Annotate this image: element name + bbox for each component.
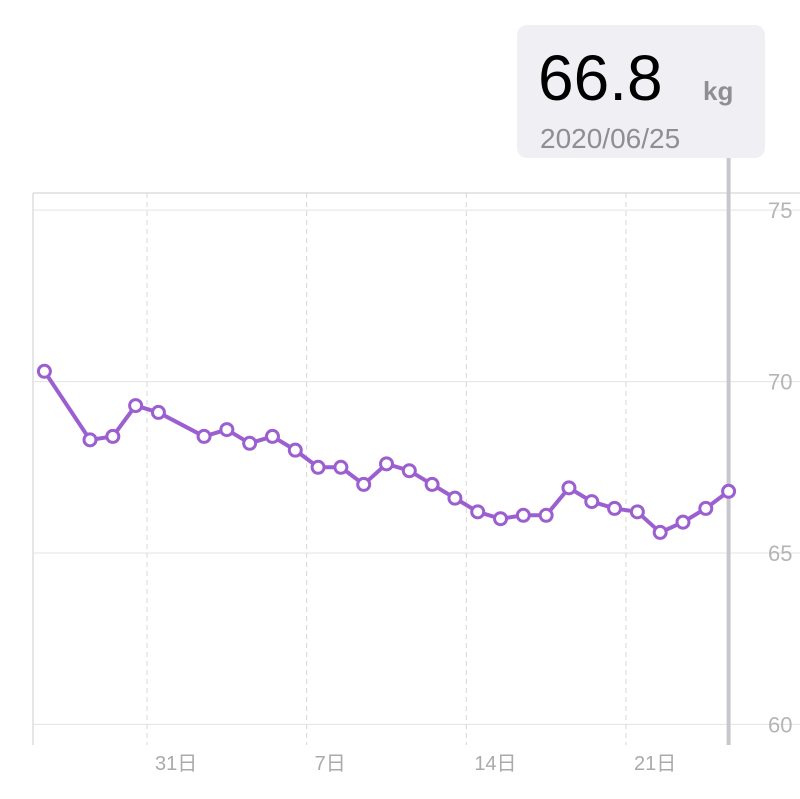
- y-tick-label: 75: [768, 198, 792, 223]
- data-point: [219, 422, 235, 438]
- data-point: [310, 459, 326, 475]
- y-tick-label: 60: [768, 712, 792, 737]
- data-point: [447, 490, 463, 506]
- x-tick-label: 14日: [474, 753, 516, 775]
- data-point: [652, 524, 668, 540]
- callout-value: 66.8: [538, 42, 663, 114]
- data-point: [538, 507, 554, 523]
- x-tick-label: 7日: [315, 753, 346, 775]
- data-point: [379, 456, 394, 472]
- data-point: [493, 511, 509, 527]
- data-point: [287, 442, 303, 458]
- data-point: [721, 483, 737, 499]
- y-tick-label: 65: [768, 541, 792, 566]
- data-point: [128, 398, 144, 414]
- data-point: [698, 500, 714, 516]
- data-point: [515, 507, 531, 523]
- data-point: [629, 504, 645, 520]
- callout-date: 2020/06/25: [540, 123, 680, 154]
- callout-box: [517, 25, 765, 158]
- data-point: [105, 428, 121, 444]
- data-point: [356, 476, 372, 492]
- data-point: [584, 494, 600, 510]
- data-point: [333, 459, 349, 475]
- data-point: [150, 404, 166, 420]
- data-point: [675, 514, 691, 530]
- data-point: [242, 435, 258, 451]
- data-point: [424, 476, 440, 492]
- data-point: [470, 504, 486, 520]
- data-point: [401, 463, 417, 479]
- data-point: [36, 363, 52, 379]
- y-tick-label: 70: [768, 370, 792, 395]
- x-tick-label: 31日: [155, 753, 197, 775]
- x-tick-label: 21日: [634, 753, 676, 775]
- data-point: [264, 428, 280, 444]
- data-point: [607, 500, 623, 516]
- callout-unit: kg: [703, 76, 733, 106]
- data-point: [196, 428, 212, 444]
- data-point: [561, 480, 577, 496]
- data-point: [82, 432, 98, 448]
